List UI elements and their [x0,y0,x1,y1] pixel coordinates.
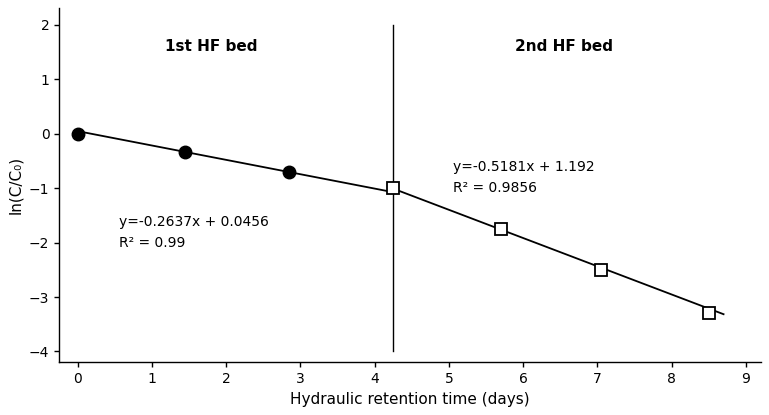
Y-axis label: ln(C/C₀): ln(C/C₀) [8,156,23,215]
Text: 2nd HF bed: 2nd HF bed [515,39,613,54]
X-axis label: Hydraulic retention time (days): Hydraulic retention time (days) [290,392,530,407]
Text: y=-0.2637x + 0.0456: y=-0.2637x + 0.0456 [118,215,268,229]
Text: y=-0.5181x + 1.192: y=-0.5181x + 1.192 [453,160,594,174]
Text: 1st HF bed: 1st HF bed [165,39,258,54]
Text: R² = 0.9856: R² = 0.9856 [453,181,537,195]
Text: R² = 0.99: R² = 0.99 [118,236,185,249]
